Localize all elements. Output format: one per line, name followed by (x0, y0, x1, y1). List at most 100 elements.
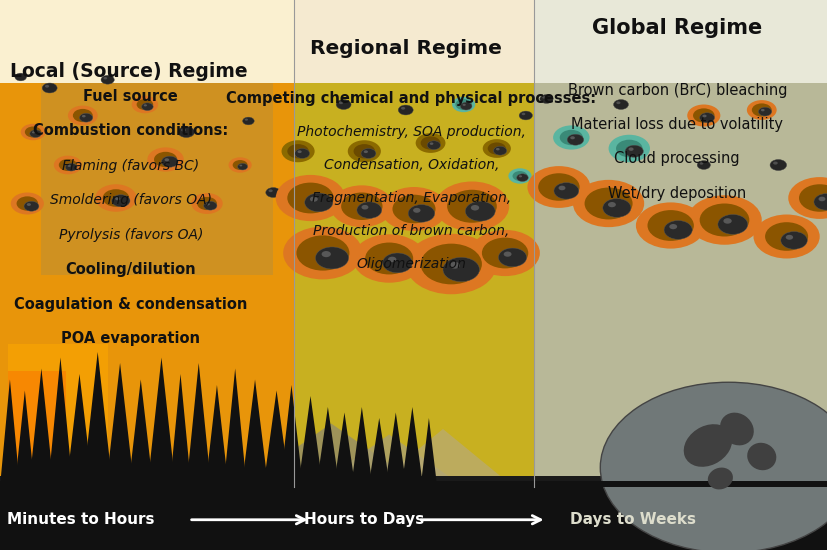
Circle shape (717, 214, 747, 234)
Circle shape (751, 103, 771, 117)
Text: Wet/dry deposition: Wet/dry deposition (608, 185, 745, 201)
Polygon shape (316, 407, 339, 487)
FancyBboxPatch shape (294, 0, 533, 82)
FancyBboxPatch shape (0, 487, 827, 550)
Circle shape (203, 201, 217, 210)
Circle shape (65, 163, 77, 171)
Circle shape (197, 197, 217, 210)
Circle shape (296, 235, 349, 271)
Circle shape (341, 192, 382, 220)
Circle shape (237, 163, 247, 170)
Circle shape (336, 100, 351, 109)
Circle shape (73, 109, 93, 122)
Text: Fuel source: Fuel source (84, 89, 178, 104)
Circle shape (24, 201, 39, 211)
Text: Global Regime: Global Regime (591, 18, 762, 37)
Circle shape (11, 192, 44, 215)
Circle shape (553, 183, 578, 199)
Circle shape (30, 130, 41, 138)
Circle shape (462, 104, 466, 106)
Polygon shape (420, 418, 437, 487)
Polygon shape (186, 363, 211, 487)
Polygon shape (48, 358, 73, 487)
Circle shape (699, 162, 702, 164)
Circle shape (321, 251, 331, 257)
Circle shape (566, 134, 583, 145)
Circle shape (452, 97, 475, 112)
Text: Flaming (favors BC): Flaming (favors BC) (62, 158, 199, 173)
Circle shape (607, 202, 615, 207)
Polygon shape (106, 363, 134, 487)
Circle shape (460, 102, 471, 110)
Circle shape (785, 235, 792, 240)
Text: Oligomerization: Oligomerization (356, 257, 466, 271)
Circle shape (470, 230, 539, 276)
Circle shape (584, 188, 632, 219)
Circle shape (103, 189, 129, 207)
Circle shape (699, 113, 714, 123)
Circle shape (144, 104, 147, 107)
Circle shape (813, 194, 827, 210)
Circle shape (635, 202, 705, 249)
Circle shape (17, 75, 21, 77)
Circle shape (15, 73, 26, 81)
Text: Minutes to Hours: Minutes to Hours (7, 512, 155, 527)
Circle shape (245, 119, 248, 121)
FancyBboxPatch shape (0, 476, 827, 487)
Polygon shape (351, 407, 372, 487)
Circle shape (538, 173, 579, 201)
Circle shape (602, 199, 630, 217)
Circle shape (309, 196, 318, 202)
Circle shape (398, 105, 413, 115)
Circle shape (287, 144, 308, 158)
Polygon shape (83, 352, 112, 487)
Polygon shape (401, 407, 423, 487)
Text: Material loss due to volatility: Material loss due to volatility (571, 117, 782, 133)
Text: Hours to Days: Hours to Days (304, 512, 424, 527)
Circle shape (429, 142, 433, 145)
Circle shape (347, 140, 380, 162)
Text: POA evaporation: POA evaporation (61, 331, 200, 346)
Circle shape (647, 210, 693, 241)
Polygon shape (223, 368, 246, 487)
Circle shape (701, 114, 705, 117)
Text: Production of brown carbon,: Production of brown carbon, (313, 224, 509, 238)
Polygon shape (128, 379, 153, 487)
Ellipse shape (683, 424, 731, 467)
Circle shape (764, 222, 807, 251)
FancyBboxPatch shape (0, 82, 294, 487)
Circle shape (315, 247, 348, 269)
FancyBboxPatch shape (8, 344, 108, 481)
Polygon shape (298, 396, 323, 487)
Ellipse shape (719, 412, 753, 446)
Circle shape (420, 244, 481, 284)
Polygon shape (0, 379, 20, 487)
Polygon shape (372, 429, 513, 487)
Circle shape (103, 77, 107, 79)
FancyBboxPatch shape (0, 481, 827, 487)
Circle shape (434, 182, 509, 231)
Circle shape (415, 133, 445, 153)
Circle shape (26, 203, 31, 206)
Circle shape (613, 100, 628, 109)
Polygon shape (314, 434, 463, 487)
Circle shape (559, 130, 582, 145)
Circle shape (542, 96, 545, 98)
Circle shape (297, 150, 301, 153)
Circle shape (181, 129, 185, 131)
Circle shape (17, 196, 38, 211)
Circle shape (539, 95, 552, 103)
Circle shape (361, 148, 375, 158)
FancyBboxPatch shape (0, 0, 294, 82)
Circle shape (552, 125, 589, 150)
Polygon shape (368, 418, 390, 487)
Circle shape (512, 171, 527, 181)
FancyBboxPatch shape (533, 82, 827, 487)
Circle shape (686, 104, 719, 126)
Text: Combustion conditions:: Combustion conditions: (33, 123, 228, 139)
Circle shape (265, 188, 280, 197)
Circle shape (608, 135, 649, 162)
Circle shape (628, 147, 633, 151)
Circle shape (365, 243, 413, 274)
Circle shape (413, 208, 420, 213)
